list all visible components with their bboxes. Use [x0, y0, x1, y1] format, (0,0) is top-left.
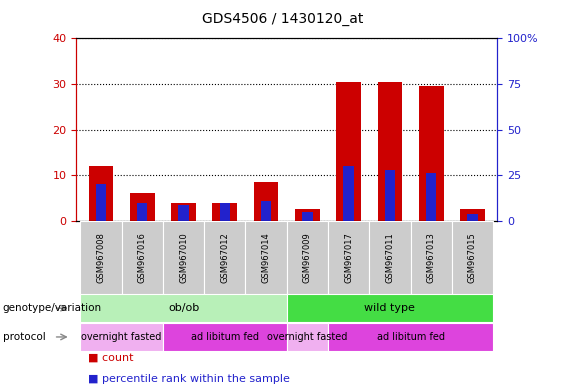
Bar	[220, 203, 230, 221]
Bar	[411, 221, 452, 294]
Bar	[179, 205, 189, 221]
Bar	[385, 170, 395, 221]
Bar	[302, 212, 312, 221]
Bar	[245, 221, 287, 294]
Bar	[80, 295, 286, 322]
Text: overnight fasted: overnight fasted	[81, 332, 162, 342]
Text: GDS4506 / 1430120_at: GDS4506 / 1430120_at	[202, 12, 363, 25]
Text: ■ percentile rank within the sample: ■ percentile rank within the sample	[88, 374, 289, 384]
Bar	[163, 221, 204, 294]
Text: ■ count: ■ count	[88, 353, 133, 363]
Text: overnight fasted: overnight fasted	[267, 332, 347, 342]
Text: GSM967015: GSM967015	[468, 232, 477, 283]
Bar	[171, 203, 196, 221]
Bar	[204, 221, 245, 294]
Text: GSM967013: GSM967013	[427, 232, 436, 283]
Bar	[96, 184, 106, 221]
Bar	[80, 323, 163, 351]
Bar	[336, 82, 361, 221]
Text: GSM967009: GSM967009	[303, 232, 312, 283]
Bar	[130, 194, 155, 221]
Bar	[254, 182, 279, 221]
Text: protocol: protocol	[3, 332, 46, 342]
Bar	[89, 166, 114, 221]
Bar	[328, 221, 370, 294]
Text: GSM967012: GSM967012	[220, 232, 229, 283]
Bar	[328, 323, 493, 351]
Bar	[163, 323, 287, 351]
Bar	[344, 166, 354, 221]
Text: GSM967014: GSM967014	[262, 232, 271, 283]
Text: GSM967016: GSM967016	[138, 232, 147, 283]
Bar	[467, 214, 477, 221]
Text: ad libitum fed: ad libitum fed	[376, 332, 445, 342]
Text: GSM967010: GSM967010	[179, 232, 188, 283]
Bar	[121, 221, 163, 294]
Bar	[212, 203, 237, 221]
Bar	[80, 221, 121, 294]
Bar	[137, 203, 147, 221]
Bar	[370, 221, 411, 294]
Text: wild type: wild type	[364, 303, 415, 313]
Bar	[452, 221, 493, 294]
Bar	[460, 209, 485, 221]
Bar	[377, 82, 402, 221]
Text: ob/ob: ob/ob	[168, 303, 199, 313]
Bar	[419, 86, 444, 221]
Text: GSM967011: GSM967011	[385, 232, 394, 283]
Text: GSM967017: GSM967017	[344, 232, 353, 283]
Text: genotype/variation: genotype/variation	[3, 303, 102, 313]
Bar	[295, 209, 320, 221]
Bar	[287, 295, 493, 322]
Bar	[261, 201, 271, 221]
Bar	[287, 221, 328, 294]
Bar	[426, 174, 436, 221]
Text: GSM967008: GSM967008	[97, 232, 106, 283]
Text: ad libitum fed: ad libitum fed	[191, 332, 259, 342]
Bar	[287, 323, 328, 351]
